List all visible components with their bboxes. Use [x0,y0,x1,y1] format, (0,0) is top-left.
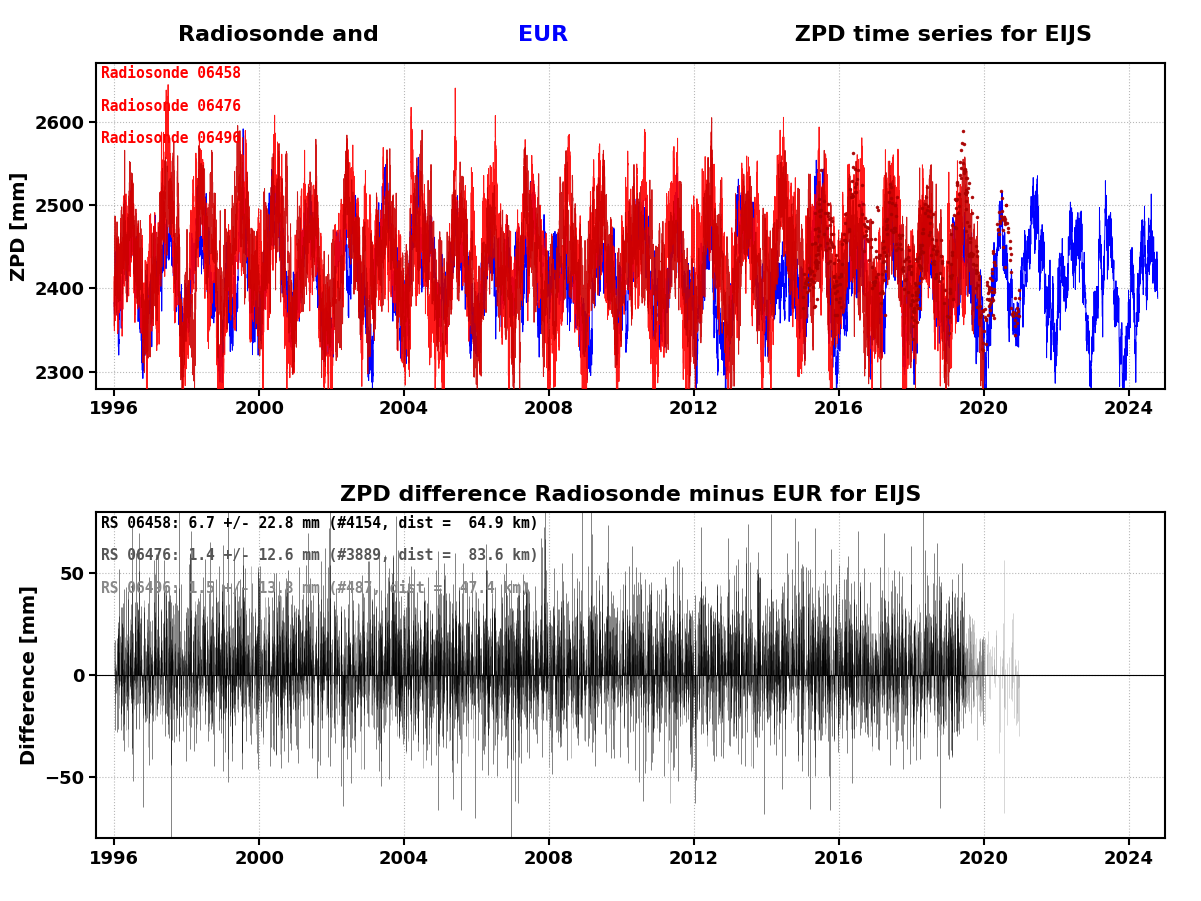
Text: EUR: EUR [519,25,568,45]
Text: Radiosonde 06496: Radiosonde 06496 [101,132,241,147]
Text: Radiosonde and: Radiosonde and [178,25,387,45]
Text: Radiosonde 06458: Radiosonde 06458 [101,67,241,81]
Y-axis label: ZPD [mm]: ZPD [mm] [10,171,29,280]
Y-axis label: Difference [mm]: Difference [mm] [19,585,38,765]
Text: RS 06496: 1.5 +/- 13.8 mm (#487, dist =  47.4 km): RS 06496: 1.5 +/- 13.8 mm (#487, dist = … [101,581,530,596]
Title: ZPD difference Radiosonde minus EUR for EIJS: ZPD difference Radiosonde minus EUR for … [340,486,921,505]
Text: ZPD time series for EIJS: ZPD time series for EIJS [787,25,1092,45]
Text: RS 06458: 6.7 +/- 22.8 mm (#4154, dist =  64.9 km): RS 06458: 6.7 +/- 22.8 mm (#4154, dist =… [101,515,539,531]
Text: Radiosonde 06476: Radiosonde 06476 [101,99,241,114]
Text: RS 06476: 1.4 +/- 12.6 mm (#3889, dist =  83.6 km): RS 06476: 1.4 +/- 12.6 mm (#3889, dist =… [101,548,539,563]
